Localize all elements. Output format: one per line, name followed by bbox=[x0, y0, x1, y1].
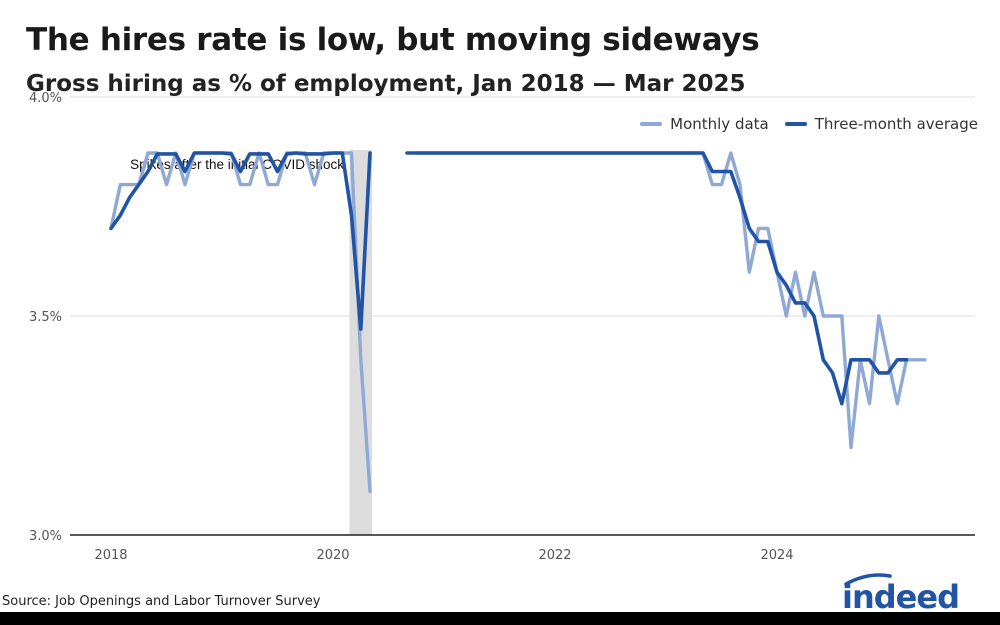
legend-item-average: Three-month average bbox=[784, 115, 978, 133]
covid-shade-layer: Spikes after the initial COVID shock bbox=[130, 150, 372, 535]
series-layer bbox=[109, 151, 927, 493]
y-tick-label: 3.5% bbox=[29, 310, 62, 325]
x-tick-label: 2022 bbox=[538, 548, 571, 563]
x-tick-label: 2018 bbox=[94, 548, 127, 563]
x-tick-label: 2024 bbox=[760, 548, 793, 563]
average-series-line bbox=[109, 151, 372, 331]
monthly-series-line bbox=[109, 151, 372, 493]
average-series-line bbox=[405, 151, 909, 406]
x-tick-label: 2020 bbox=[316, 548, 349, 563]
y-tick-label: 3.0% bbox=[29, 529, 62, 544]
legend-label-average: Three-month average bbox=[814, 115, 978, 133]
chart-subtitle: Gross hiring as % of employment, Jan 201… bbox=[26, 71, 746, 97]
legend-item-monthly: Monthly data bbox=[640, 115, 769, 133]
chart-legend: Monthly data Three-month average bbox=[624, 115, 978, 133]
legend-swatch-average bbox=[784, 122, 807, 126]
svg-text:indeed: indeed bbox=[842, 578, 959, 614]
footer-bar bbox=[0, 612, 1000, 625]
indeed-logo: indeed bbox=[842, 573, 960, 614]
legend-swatch-monthly bbox=[640, 122, 663, 126]
monthly-series-line bbox=[414, 151, 927, 450]
legend-label-monthly: Monthly data bbox=[670, 115, 769, 133]
chart-title: The hires rate is low, but moving sidewa… bbox=[26, 22, 760, 58]
source-note: Source: Job Openings and Labor Turnover … bbox=[2, 594, 321, 609]
y-tick-label: 4.0% bbox=[29, 91, 62, 106]
